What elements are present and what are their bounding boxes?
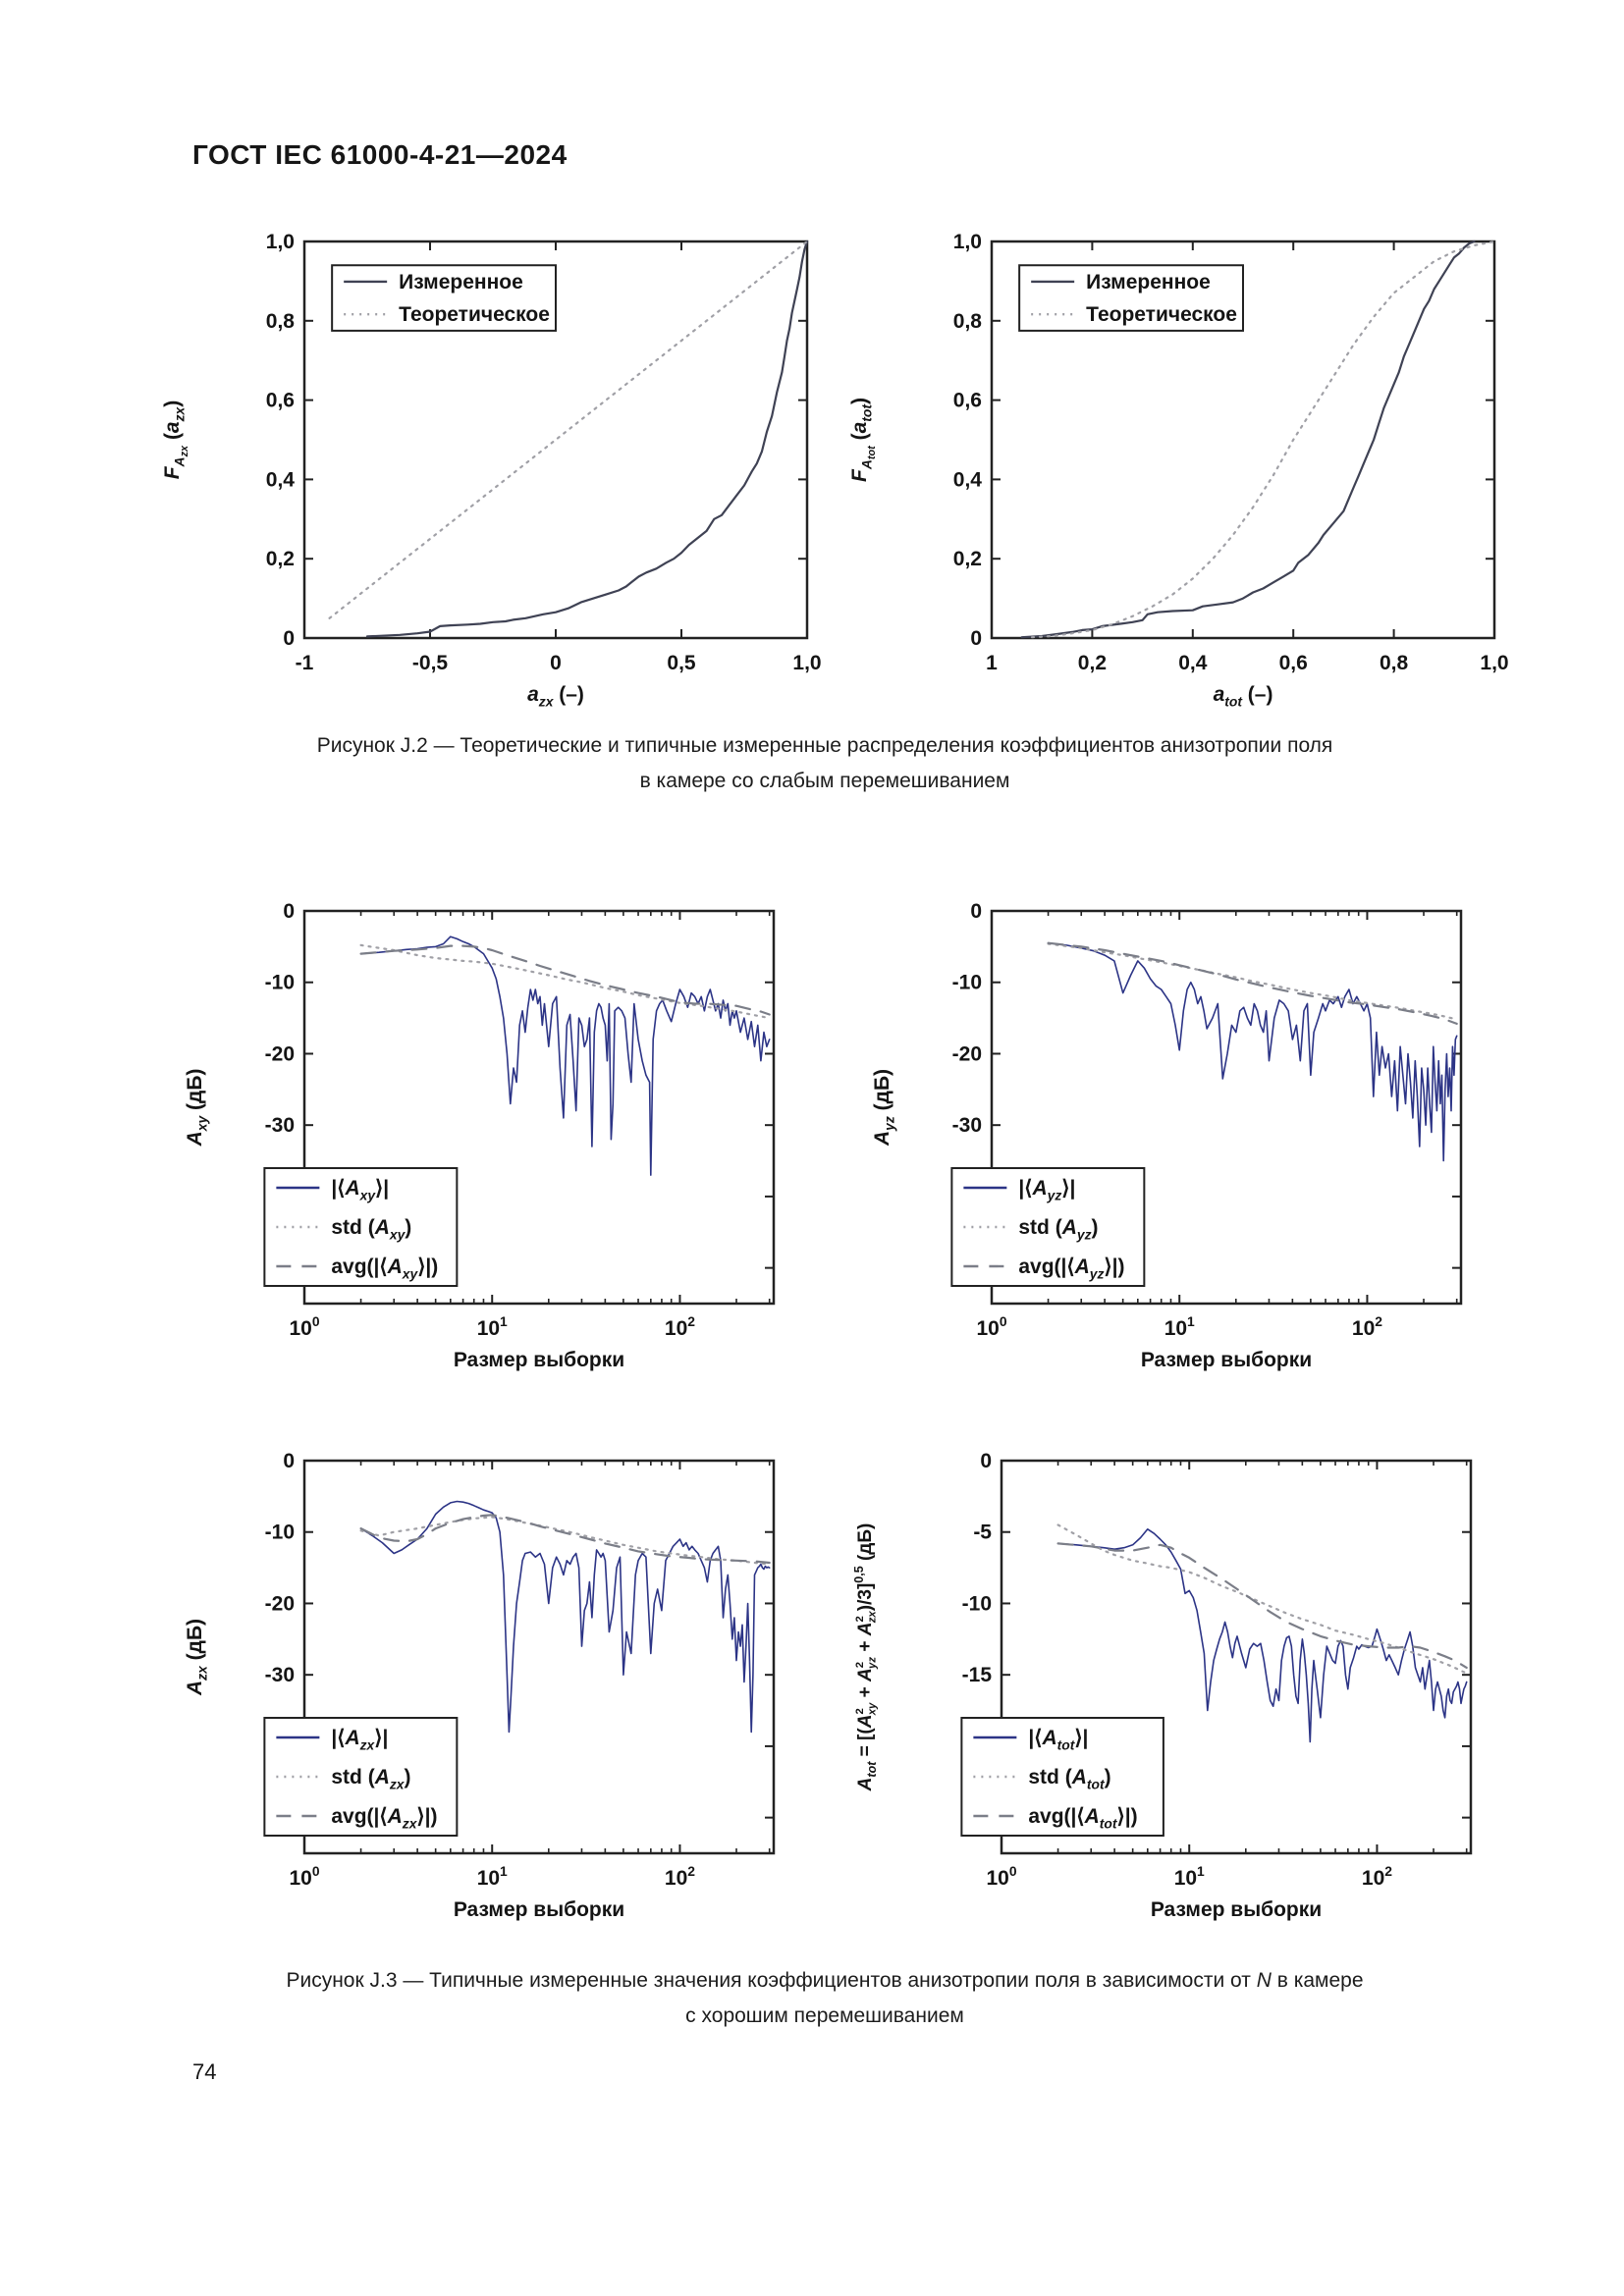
svg-text:0,6: 0,6 <box>1279 652 1308 674</box>
svg-text:atot (–): atot (–) <box>1214 683 1273 709</box>
svg-text:0,4: 0,4 <box>953 468 983 491</box>
svg-text:|⟨Axy⟩|: |⟨Axy⟩| <box>331 1177 389 1202</box>
svg-text:101: 101 <box>477 1313 508 1340</box>
svg-text:Измеренное: Измеренное <box>1086 271 1211 294</box>
svg-text:Теоретическое: Теоретическое <box>399 303 550 326</box>
svg-text:-1: -1 <box>296 652 314 674</box>
page-number: 74 <box>192 2059 217 2084</box>
svg-text:-10: -10 <box>265 1522 295 1544</box>
svg-text:0,2: 0,2 <box>266 548 295 570</box>
svg-text:Размер выборки: Размер выборки <box>1141 1349 1312 1371</box>
svg-text:FAzx (azx): FAzx (azx) <box>161 400 190 480</box>
svg-text:avg(|⟨Azx⟩|): avg(|⟨Azx⟩|) <box>331 1805 437 1831</box>
svg-text:-5: -5 <box>973 1522 992 1544</box>
svg-text:-10: -10 <box>952 972 982 994</box>
svg-text:Теоретическое: Теоретическое <box>1086 303 1237 326</box>
svg-text:0: 0 <box>283 1450 295 1472</box>
svg-text:0,4: 0,4 <box>1178 652 1208 674</box>
svg-text:-20: -20 <box>265 1592 295 1615</box>
svg-text:0: 0 <box>283 900 295 923</box>
svg-text:100: 100 <box>289 1863 319 1890</box>
svg-text:azx (–): azx (–) <box>527 683 584 709</box>
svg-text:std (Azx): std (Azx) <box>331 1766 410 1791</box>
figure-j2-caption-line1: Рисунок J.2 — Теоретические и типичные и… <box>316 734 1333 757</box>
document-header: ГОСТ IEC 61000-4-21—2024 <box>192 139 568 170</box>
svg-text:avg(|⟨Atot⟩|): avg(|⟨Atot⟩|) <box>1028 1805 1137 1831</box>
svg-text:0,4: 0,4 <box>266 468 296 491</box>
figure-j2-caption-line2: в камере со слабым перемешиванием <box>639 770 1010 792</box>
svg-text:101: 101 <box>1164 1313 1195 1340</box>
svg-text:0,8: 0,8 <box>1380 652 1409 674</box>
svg-text:1,0: 1,0 <box>266 231 295 253</box>
chart-cdf-azx: -1 -0,5 0 0,5 1,0 0 0,2 0,4 0,6 0,8 1,0 azx (–) FAzx… <box>161 231 822 709</box>
svg-text:1: 1 <box>986 652 998 674</box>
svg-text:-10: -10 <box>962 1592 992 1615</box>
svg-text:std (Ayz): std (Ayz) <box>1018 1216 1098 1242</box>
svg-text:Размер выборки: Размер выборки <box>454 1349 624 1371</box>
figure-j3-caption: Рисунок J.3 — Типичные измеренные значен… <box>59 1963 1591 2034</box>
svg-text:|⟨Azx⟩|: |⟨Azx⟩| <box>331 1727 388 1752</box>
svg-text:std (Axy): std (Axy) <box>331 1216 411 1242</box>
svg-text:0: 0 <box>970 900 982 923</box>
svg-text:0,2: 0,2 <box>953 548 982 570</box>
svg-text:-30: -30 <box>952 1114 982 1137</box>
figure-j3-caption-n: N <box>1256 1969 1272 1992</box>
figure-j3-caption-line2: с хорошим перемешиванием <box>685 2004 964 2027</box>
svg-text:0,6: 0,6 <box>266 390 295 412</box>
svg-text:-10: -10 <box>265 972 295 994</box>
svg-text:FAtot (atot): FAtot (atot) <box>848 398 878 482</box>
svg-text:Размер выборки: Размер выборки <box>454 1898 624 1921</box>
svg-text:1,0: 1,0 <box>1480 652 1508 674</box>
svg-text:1,0: 1,0 <box>792 652 821 674</box>
svg-text:-20: -20 <box>952 1042 982 1065</box>
svg-text:-30: -30 <box>265 1664 295 1686</box>
svg-text:Atot = [(A2xy + A2yz + A2zx)/3: Atot = [(A2xy + A2yz + A2zx)/3]0,5 (дБ) <box>852 1523 879 1792</box>
svg-text:0,5: 0,5 <box>667 652 696 674</box>
svg-text:Размер выборки: Размер выборки <box>1151 1898 1322 1921</box>
svg-text:Измеренное: Измеренное <box>399 271 523 294</box>
svg-text:1,0: 1,0 <box>953 231 982 253</box>
svg-text:101: 101 <box>477 1863 508 1890</box>
svg-text:102: 102 <box>665 1863 695 1890</box>
svg-text:-0,5: -0,5 <box>412 652 449 674</box>
svg-text:|⟨Ayz⟩|: |⟨Ayz⟩| <box>1018 1177 1075 1202</box>
svg-text:102: 102 <box>665 1313 695 1340</box>
svg-text:0,8: 0,8 <box>266 310 296 333</box>
figure-j3-caption-line1: Рисунок J.3 — Типичные измеренные значен… <box>59 1963 1591 1999</box>
svg-text:Axy (дБ): Axy (дБ) <box>184 1069 209 1148</box>
svg-text:0: 0 <box>970 627 982 650</box>
svg-text:101: 101 <box>1174 1863 1205 1890</box>
svg-text:Azx (дБ): Azx (дБ) <box>184 1619 209 1696</box>
svg-text:0: 0 <box>980 1450 992 1472</box>
svg-text:-30: -30 <box>265 1114 295 1137</box>
svg-text:100: 100 <box>976 1313 1006 1340</box>
svg-text:|⟨Atot⟩|: |⟨Atot⟩| <box>1028 1727 1088 1752</box>
svg-text:avg(|⟨Axy⟩|): avg(|⟨Axy⟩|) <box>331 1255 438 1281</box>
figure-j2-caption: Рисунок J.2 — Теоретические и типичные и… <box>59 728 1591 799</box>
svg-text:std (Atot): std (Atot) <box>1028 1766 1110 1791</box>
svg-text:100: 100 <box>289 1313 319 1340</box>
chart-cdf-atot: 1 0,2 0,4 0,6 0,8 1,0 0 0,2 0,4 0,6 0,8 1,0 atot (–)… <box>848 231 1509 709</box>
svg-text:avg(|⟨Ayz⟩|): avg(|⟨Ayz⟩|) <box>1018 1255 1124 1281</box>
svg-text:-15: -15 <box>962 1664 993 1686</box>
figure-j3-caption-pre: Рисунок J.3 — Типичные измеренные значен… <box>286 1969 1257 1992</box>
svg-text:Ayz (дБ): Ayz (дБ) <box>871 1069 896 1147</box>
svg-text:-20: -20 <box>265 1042 295 1065</box>
svg-text:0: 0 <box>283 627 295 650</box>
svg-text:102: 102 <box>1352 1313 1382 1340</box>
svg-text:100: 100 <box>986 1863 1016 1890</box>
svg-text:0,2: 0,2 <box>1078 652 1107 674</box>
svg-text:0,6: 0,6 <box>953 390 982 412</box>
svg-text:0,8: 0,8 <box>953 310 983 333</box>
figure-j3-caption-post: в камере <box>1271 1969 1364 1992</box>
svg-text:0: 0 <box>550 652 562 674</box>
svg-text:102: 102 <box>1362 1863 1392 1890</box>
